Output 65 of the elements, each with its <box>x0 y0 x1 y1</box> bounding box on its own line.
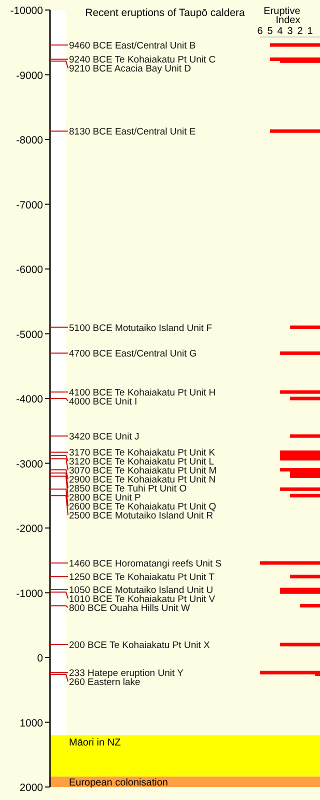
bar <box>270 129 320 133</box>
bar <box>290 326 320 330</box>
y-tick-label: -4000 <box>16 394 44 406</box>
text: 4100 BCE Te Kohaiakatu Pt Unit H <box>69 388 216 399</box>
text: 9460 BCE East/Central Unit B <box>69 40 196 52</box>
x-axis-title: Eruptive Index <box>264 6 301 26</box>
bar <box>290 474 320 478</box>
x2-tick-label: 3 <box>287 26 294 37</box>
bar <box>290 574 320 578</box>
y-tick-label: -3000 <box>16 458 44 470</box>
text: 233 Hatepe eruption Unit Y <box>69 668 184 680</box>
bar <box>280 590 320 594</box>
y-tick-label: -7000 <box>16 199 44 212</box>
y-tick-label: 2000 <box>20 782 44 794</box>
text: 1460 BCE Horomatangi reefs Unit S <box>69 558 222 570</box>
y-tick-label: 0 <box>37 652 44 664</box>
y-tick-label: -9000 <box>16 70 44 82</box>
band-label: Māori in NZ <box>69 738 121 749</box>
y-tick-label: -10000 <box>10 5 44 17</box>
band-label: European colonisation <box>69 777 168 788</box>
x2-tick-label: 5 <box>267 26 274 37</box>
text: 2900 BCE Te Kohaiakatu Pt Unit N <box>69 474 216 486</box>
text: Recent eruptions of Taupō caldera <box>85 7 246 19</box>
text: 260 Eastern lake <box>69 677 140 688</box>
bar <box>280 390 320 394</box>
text: 3120 BCE Te Kohaiakatu Pt Unit L <box>69 456 214 468</box>
text: 2500 BCE Motutaiko Island Unit R <box>69 510 214 522</box>
bar <box>280 642 320 646</box>
text: 3070 BCE Te Kohaiakatu Pt Unit M <box>69 466 217 477</box>
bar <box>280 487 320 491</box>
y-tick-label: -6000 <box>16 264 44 276</box>
y-tick-label: 1000 <box>20 717 44 730</box>
text: 800 BCE Ouaha Hills Unit W <box>69 603 190 614</box>
y-tick-label: -1000 <box>16 588 44 600</box>
text: 9240 BCE Te Kohaiakatu Pt Unit C <box>69 54 216 66</box>
x2-tick-label: 2 <box>297 26 304 37</box>
bar <box>290 494 320 498</box>
text: 4700 BCE East/Central Unit G <box>69 348 197 360</box>
text: 5100 BCE Motutaiko Island Unit F <box>69 322 212 334</box>
bar <box>280 351 320 355</box>
text: 1050 BCE Motutaiko Island Unit U <box>69 585 214 596</box>
text: 2600 BCE Te Kohaiakatu Pt Unit Q <box>69 502 216 513</box>
y-tick-label: -5000 <box>16 328 44 341</box>
bar <box>260 561 320 565</box>
text: 9210 BCE Acacia Bay Unit D <box>69 64 192 75</box>
x2-tick-label: 1 <box>307 26 314 37</box>
y-tick-label: -2000 <box>16 523 44 535</box>
x2-tick-label: 4 <box>277 26 284 37</box>
bar <box>290 396 320 400</box>
text: 3420 BCE Unit J <box>69 432 140 443</box>
bar <box>280 456 320 460</box>
y-tick-label: -8000 <box>16 134 44 146</box>
bar <box>290 434 320 438</box>
bar <box>300 604 320 608</box>
text: 1250 BCE Te Kohaiakatu Pt Unit T <box>69 572 215 584</box>
text: 200 BCE Te Kohaiakatu Pt Unit X <box>69 640 210 652</box>
bar <box>270 43 320 47</box>
text: 8130 BCE East/Central Unit E <box>69 126 196 138</box>
text: 2850 BCE Te Tuhi Pt Unit O <box>69 484 187 495</box>
text: 2800 BCE Unit P <box>69 492 141 504</box>
text: 4000 BCE Unit I <box>69 396 138 408</box>
text: 3170 BCE Te Kohaiakatu Pt Unit K <box>69 448 216 459</box>
text: 1010 BCE Te Kohaiakatu Pt Unit V <box>69 594 216 606</box>
x2-tick-label: 6 <box>257 26 264 37</box>
bar <box>260 670 320 674</box>
